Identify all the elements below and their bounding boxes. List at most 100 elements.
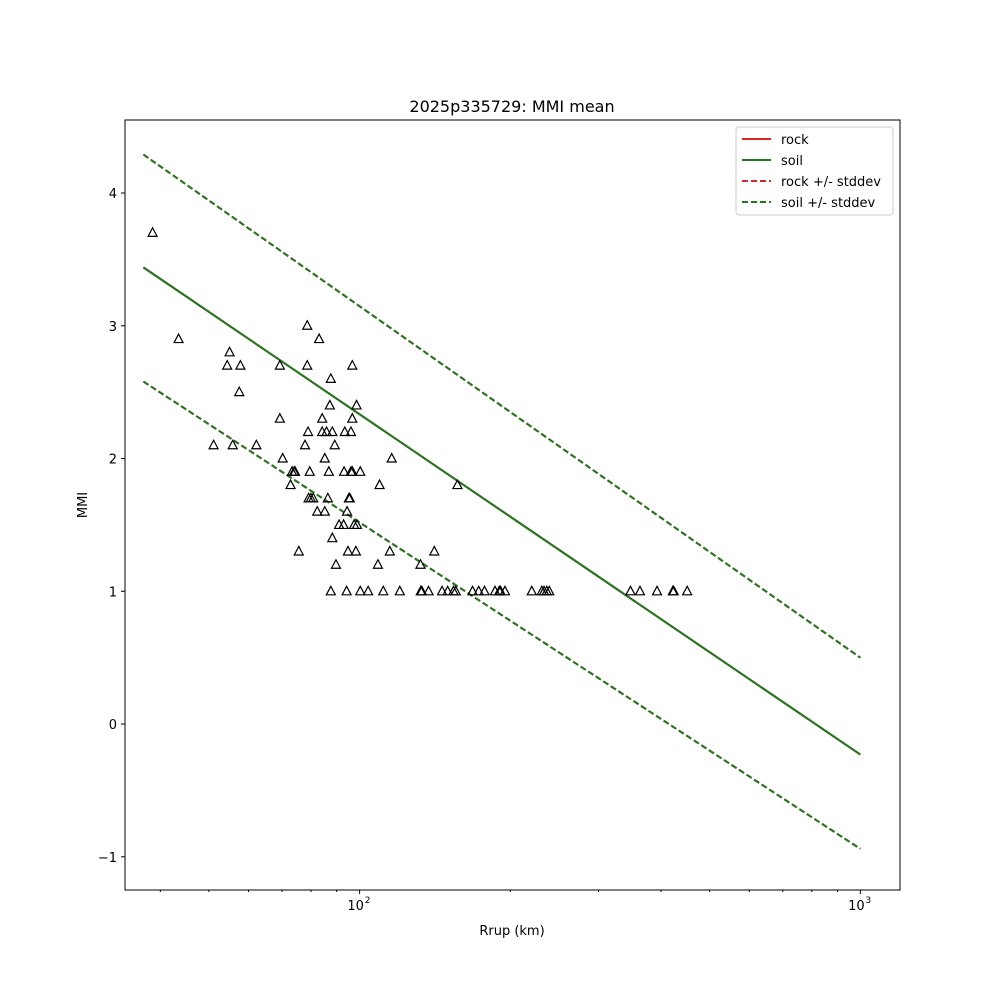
- data-point-triangle: [319, 452, 331, 463]
- data-point-triangle: [436, 585, 448, 596]
- data-point-triangle: [351, 518, 363, 530]
- y-tick-label: 4: [109, 187, 117, 202]
- data-point-triangle: [304, 465, 316, 476]
- legend: rock soil rock +/- stddev soil +/- stddev: [735, 126, 894, 216]
- data-point-triangle: [234, 359, 246, 370]
- legend-label-soil-stddev: soil +/- stddev: [781, 196, 876, 211]
- data-point-triangle: [374, 478, 386, 490]
- data-point-triangle: [479, 585, 491, 596]
- data-point-triangle: [338, 465, 350, 476]
- series-lower-soil-stddev: [142, 380, 861, 850]
- data-point-triangle: [338, 518, 350, 530]
- chart-title: 2025p335729: MMI mean: [409, 97, 614, 116]
- data-point-triangle: [634, 585, 646, 596]
- data-point-triangle: [377, 585, 389, 596]
- data-point-triangle: [147, 226, 159, 237]
- data-point-triangle: [394, 585, 406, 596]
- data-point-triangle: [173, 332, 185, 344]
- data-point-triangle: [416, 585, 428, 596]
- data-point-triangle: [372, 558, 384, 569]
- data-point-triangle: [386, 452, 398, 463]
- data-point-triangle: [651, 585, 663, 596]
- x-tick-label-exponent: 2: [365, 896, 371, 906]
- observation-points: [147, 226, 693, 596]
- data-point-triangle: [344, 492, 356, 503]
- legend-label-rock: rock: [781, 133, 809, 148]
- data-point-triangle: [346, 359, 358, 370]
- data-point-triangle: [301, 359, 313, 370]
- x-tick-label: 10: [347, 899, 364, 914]
- data-point-triangle: [285, 478, 297, 490]
- data-point-triangle: [341, 585, 353, 596]
- y-tick-label: 1: [109, 585, 117, 600]
- data-point-triangle: [423, 585, 435, 596]
- data-point-triangle: [289, 465, 301, 476]
- x-tick-label: 10: [848, 899, 865, 914]
- data-point-triangle: [526, 585, 538, 596]
- y-tick-label: 3: [109, 320, 117, 335]
- y-axis-ticks: −1 0 1 2 3 4: [98, 187, 125, 866]
- data-point-triangle: [428, 545, 440, 556]
- axes-frame: [124, 119, 901, 891]
- data-point-triangle: [301, 319, 313, 330]
- data-point-triangle: [325, 372, 337, 383]
- data-point-triangle: [345, 425, 357, 437]
- series-line-soil: [142, 266, 861, 756]
- data-point-triangle: [351, 399, 363, 410]
- y-tick-label: 0: [109, 718, 117, 733]
- data-point-triangle: [311, 505, 323, 516]
- data-point-triangle: [624, 585, 636, 596]
- data-point-triangle: [299, 438, 311, 450]
- data-point-triangle: [329, 438, 341, 450]
- data-point-triangle: [323, 465, 335, 476]
- data-point-triangle: [350, 545, 362, 556]
- legend-box: [735, 126, 894, 216]
- data-point-triangle: [319, 505, 331, 516]
- x-axis-label: Rrup (km): [479, 924, 544, 939]
- data-point-triangle: [499, 585, 511, 596]
- data-point-triangle: [450, 585, 462, 596]
- data-point-triangle: [250, 438, 262, 450]
- y-tick-label: 2: [109, 453, 117, 468]
- y-axis-label: MMI: [76, 492, 91, 518]
- data-point-triangle: [384, 545, 396, 556]
- plot-area: [142, 153, 861, 850]
- legend-label-rock-stddev: rock +/- stddev: [781, 175, 881, 190]
- data-point-triangle: [208, 438, 220, 450]
- data-point-triangle: [277, 452, 289, 463]
- data-point-triangle: [302, 425, 314, 437]
- data-point-triangle: [321, 425, 333, 437]
- data-point-triangle: [233, 385, 245, 397]
- data-point-triangle: [330, 558, 342, 569]
- data-point-triangle: [322, 492, 334, 503]
- data-point-triangle: [316, 412, 328, 423]
- data-point-triangle: [274, 359, 286, 370]
- data-point-triangle: [681, 585, 693, 596]
- data-point-triangle: [274, 412, 286, 423]
- legend-label-soil: soil: [781, 154, 803, 169]
- data-point-triangle: [326, 425, 338, 437]
- model-lines: [142, 153, 861, 850]
- data-point-triangle: [467, 585, 479, 596]
- data-point-triangle: [324, 399, 336, 410]
- data-point-triangle: [354, 465, 366, 476]
- x-tick-label-exponent: 3: [865, 896, 871, 906]
- data-point-triangle: [354, 585, 366, 596]
- data-point-triangle: [451, 478, 463, 490]
- data-point-triangle: [326, 531, 338, 543]
- data-point-triangle: [227, 438, 239, 450]
- data-point-triangle: [325, 585, 337, 596]
- data-point-triangle: [346, 465, 358, 476]
- y-tick-label: −1: [98, 851, 117, 866]
- data-point-triangle: [346, 412, 358, 423]
- data-point-triangle: [473, 585, 485, 596]
- data-point-triangle: [339, 425, 351, 437]
- data-point-triangle: [307, 492, 319, 503]
- data-point-triangle: [224, 346, 236, 357]
- x-axis-ticks: 10 2 10 3: [159, 890, 871, 914]
- data-point-triangle: [414, 558, 426, 569]
- data-point-triangle: [293, 545, 305, 556]
- data-point-triangle: [442, 585, 454, 596]
- data-point-triangle: [543, 585, 555, 596]
